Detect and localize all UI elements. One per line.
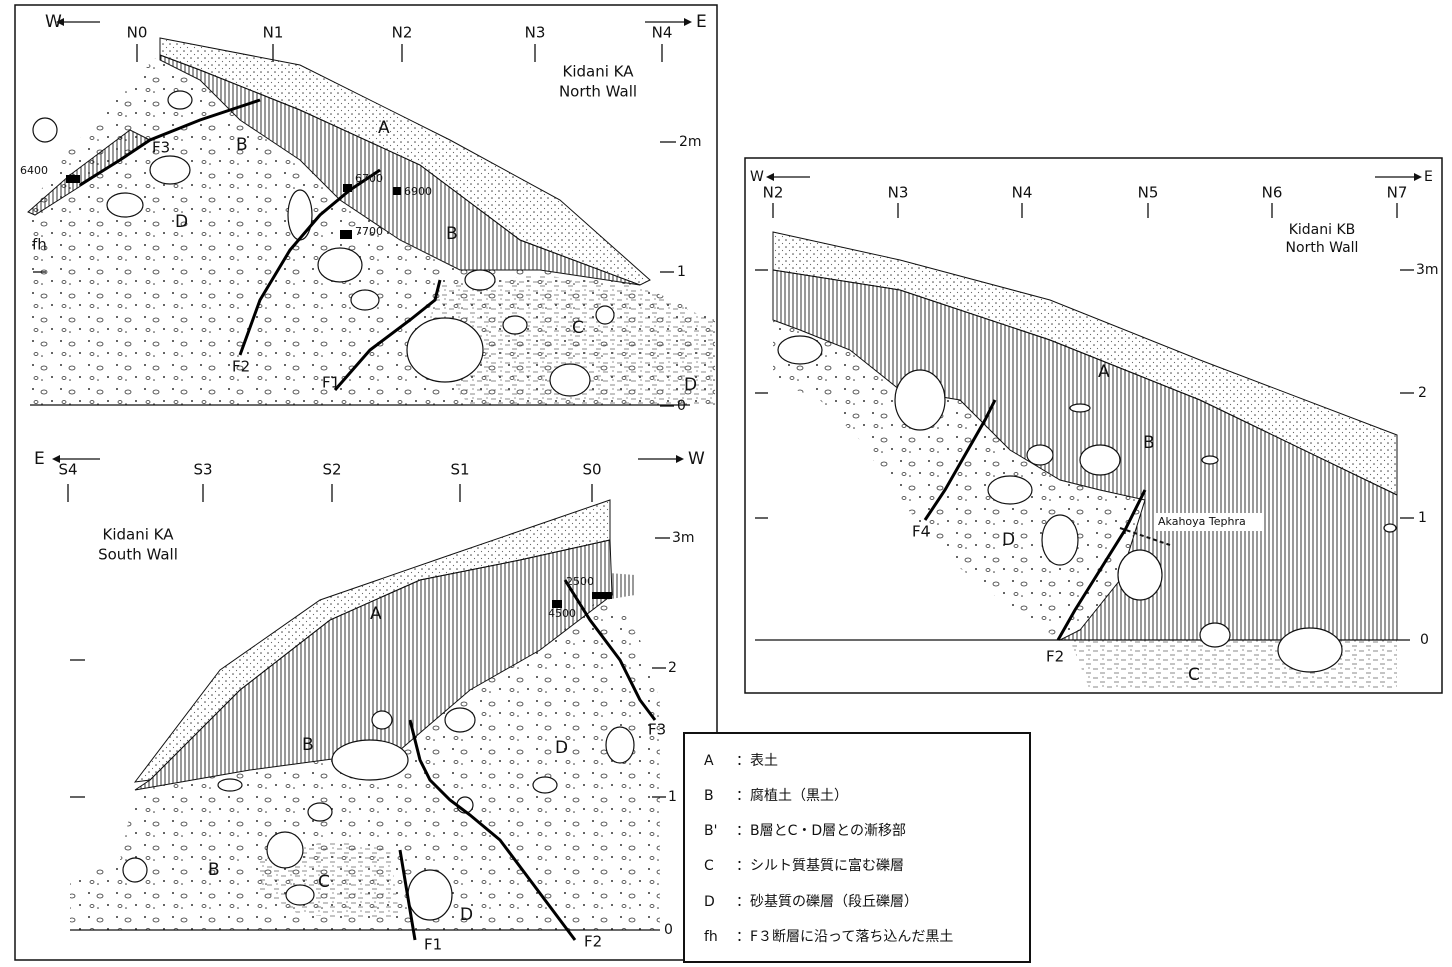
station-label: N3 — [888, 184, 909, 202]
sample-marker — [393, 187, 401, 195]
sample-marker — [343, 184, 352, 192]
depth-label: 0 — [1420, 632, 1429, 648]
sample-marker — [340, 230, 352, 239]
legend-text: ：腐植土（黒土） — [736, 787, 848, 804]
unit-label: D — [175, 212, 188, 232]
unit-label: A — [378, 118, 390, 138]
panel-title: Kidani KA — [563, 63, 635, 81]
legend-text: ：B層とC・D層との漸移部 — [736, 823, 906, 839]
station-label: N3 — [525, 24, 546, 42]
station-label: S0 — [582, 461, 601, 479]
unit-label: C — [318, 872, 330, 892]
panel-title: Kidani KB — [1289, 222, 1356, 238]
station-label: N0 — [127, 24, 148, 42]
station-label: N6 — [1262, 184, 1283, 202]
fault-label: F4 — [912, 523, 930, 541]
fault-label: F1 — [424, 936, 442, 954]
legend-key: D — [704, 894, 715, 910]
fault-label: F3 — [648, 721, 666, 739]
unit-label: B — [208, 860, 220, 880]
sample-label: 7700 — [355, 225, 383, 238]
direction-label: E — [696, 12, 707, 32]
sample-label: 2500 — [566, 575, 594, 588]
sample-label: 6700 — [355, 172, 383, 185]
legend-key: A — [704, 753, 714, 769]
station-label: S2 — [322, 461, 341, 479]
unit-label: B — [1143, 433, 1155, 453]
unit-label: C — [572, 318, 584, 338]
fault-label: F3 — [152, 139, 170, 157]
depth-label: 2 — [1418, 385, 1427, 401]
legend-text: ：表土 — [736, 753, 778, 769]
fault-label: F2 — [584, 933, 602, 951]
panel-subtitle: South Wall — [98, 546, 178, 564]
unit-label: B — [446, 224, 458, 244]
depth-label: 1 — [677, 264, 686, 280]
station-label: N1 — [263, 24, 284, 42]
fault-label: F2 — [1046, 648, 1064, 666]
direction-label: W — [688, 449, 705, 469]
direction-label: W — [45, 12, 62, 32]
sample-label: 6400 — [20, 164, 48, 177]
station-label: N4 — [1012, 184, 1033, 202]
panel-subtitle: North Wall — [1286, 240, 1359, 256]
depth-label: 2 — [668, 660, 677, 676]
station-label: N5 — [1138, 184, 1159, 202]
depth-label: 1 — [668, 789, 677, 805]
unit-label: D — [1002, 530, 1015, 550]
sample-marker — [592, 592, 612, 599]
unit-label: D — [555, 738, 568, 758]
depth-label: 3m — [672, 530, 695, 546]
diagram: W E N0 N1 N2 N3 N4 Kidani KA North Wall … — [0, 0, 1452, 963]
station-label: S4 — [58, 461, 77, 479]
fault-label: F1 — [322, 374, 340, 392]
legend: A ：表土 B ：腐植土（黒土） B' ：B層とC・D層との漸移部 C ：シルト… — [684, 733, 1030, 962]
station-label: S3 — [193, 461, 212, 479]
unit-label: B — [236, 135, 248, 155]
depth-label: 0 — [664, 922, 673, 938]
legend-text: ：F３断層に沿って落ち込んだ黒土 — [736, 929, 953, 945]
depth-label: 0 — [677, 398, 686, 414]
depth-label: 3m — [1416, 262, 1439, 278]
tephra-label: Akahoya Tephra — [1158, 515, 1246, 528]
depth-label: 2m — [679, 134, 702, 150]
legend-key: C — [704, 858, 714, 874]
unit-label: D — [684, 375, 697, 395]
legend-key: B — [704, 788, 714, 804]
legend-key: fh — [704, 929, 718, 945]
panel-subtitle: North Wall — [559, 83, 637, 101]
unit-label: D — [460, 905, 473, 925]
station-label: N2 — [392, 24, 413, 42]
sample-label: 6900 — [404, 185, 432, 198]
fault-label: F2 — [232, 358, 250, 376]
unit-label: A — [1098, 362, 1110, 382]
depth-label: 1 — [1418, 510, 1427, 526]
legend-text: ：砂基質の礫層（段丘礫層） — [736, 893, 918, 910]
station-label: N7 — [1387, 184, 1408, 202]
unit-label: C — [1188, 665, 1200, 685]
sample-label: 4500 — [548, 607, 576, 620]
unit-c-area — [1070, 640, 1397, 690]
station-label: N4 — [652, 24, 673, 42]
direction-label: E — [1424, 169, 1433, 185]
unit-label: B — [302, 735, 314, 755]
station-label: N2 — [763, 184, 784, 202]
direction-label: E — [34, 449, 45, 469]
legend-text: ：シルト質基質に富む礫層 — [736, 857, 904, 874]
station-label: S1 — [450, 461, 469, 479]
legend-key: B' — [704, 823, 717, 839]
unit-label: A — [370, 604, 382, 624]
panel-title: Kidani KA — [103, 526, 175, 544]
sample-marker — [66, 175, 80, 183]
unit-label: fh — [32, 236, 47, 254]
